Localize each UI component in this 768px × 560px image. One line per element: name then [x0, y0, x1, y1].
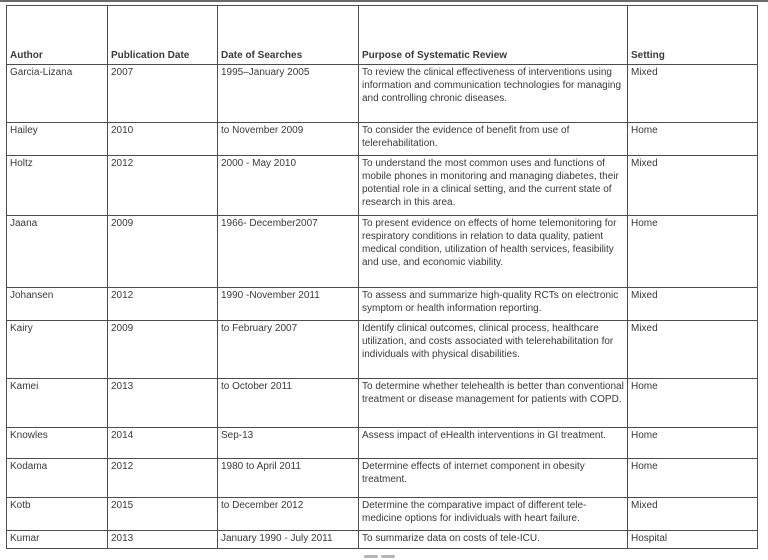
table-row: Hailey 2010 to November 2009 To consider th… — [6, 122, 758, 156]
cell-purpose: To summarize data on costs of tele-ICU. — [358, 530, 628, 549]
cell-setting: Mixed — [627, 155, 758, 216]
cell-purpose: To present evidence on effects of home t… — [358, 215, 628, 288]
cell-setting: Mixed — [627, 320, 758, 379]
cell-author: Knowles — [6, 427, 108, 459]
cell-publication-date: 2009 — [107, 215, 218, 288]
column-header-publication-date: Publication Date — [107, 5, 218, 65]
cell-purpose: To assess and summarize high-quality RCT… — [358, 287, 628, 321]
header-row: Author Publication Date Date of Searches… — [6, 5, 758, 65]
cell-author: Kamei — [6, 378, 108, 428]
cell-date-of-searches: 1980 to April 2011 — [217, 458, 359, 498]
cell-publication-date: 2013 — [107, 530, 218, 549]
table-row: Kumar 2013 January 1990 - July 2011 To summ… — [6, 530, 758, 549]
table-row: Kotb 2015 to December 2012 Determine the co… — [6, 497, 758, 531]
cell-date-of-searches: Sep-13 — [217, 427, 359, 459]
cell-publication-date: 2012 — [107, 458, 218, 498]
cell-author: Garcia-Lizana — [6, 64, 108, 123]
cell-date-of-searches: to December 2012 — [217, 497, 359, 531]
cell-purpose: To consider the evidence of benefit from… — [358, 122, 628, 156]
cell-date-of-searches: 1990 -November 2011 — [217, 287, 359, 321]
table-row: Kairy 2009 to February 2007 Identify clinic… — [6, 320, 758, 379]
cell-author: Kairy — [6, 320, 108, 379]
cell-purpose: Identify clinical outcomes, clinical pro… — [358, 320, 628, 379]
cell-publication-date: 2010 — [107, 122, 218, 156]
cell-setting: Home — [627, 378, 758, 428]
cell-purpose: To understand the most common uses and f… — [358, 155, 628, 216]
cell-author: Kodama — [6, 458, 108, 498]
cell-setting: Home — [627, 427, 758, 459]
cell-publication-date: 2012 — [107, 287, 218, 321]
cell-purpose: Assess impact of eHealth interventions i… — [358, 427, 628, 459]
cell-publication-date: 2013 — [107, 378, 218, 428]
table-row: Johansen 2012 1990 -November 2011 To assess… — [6, 287, 758, 321]
page-top-rule — [0, 0, 768, 2]
cell-date-of-searches: January 1990 - July 2011 — [217, 530, 359, 549]
table-body: Garcia-Lizana 2007 1995–January 2005 To rev… — [6, 64, 758, 549]
cell-date-of-searches: to February 2007 — [217, 320, 359, 379]
column-header-setting: Setting — [627, 5, 758, 65]
cell-purpose: Determine the comparative impact of diff… — [358, 497, 628, 531]
cell-author: Johansen — [6, 287, 108, 321]
cell-publication-date: 2015 — [107, 497, 218, 531]
cell-author: Kumar — [6, 530, 108, 549]
cell-publication-date: 2014 — [107, 427, 218, 459]
cell-setting: Mixed — [627, 497, 758, 531]
table-row: Kamei 2013 to October 2011 To determine whe… — [6, 378, 758, 428]
cell-setting: Home — [627, 215, 758, 288]
cell-purpose: Determine effects of internet component … — [358, 458, 628, 498]
column-header-date-of-searches: Date of Searches — [217, 5, 359, 65]
cell-publication-date: 2012 — [107, 155, 218, 216]
column-header-purpose: Purpose of Systematic Review — [358, 5, 628, 65]
cell-author: Jaana — [6, 215, 108, 288]
table-row: Holtz 2012 2000 - May 2010 To understand th… — [6, 155, 758, 216]
cell-date-of-searches: 2000 - May 2010 — [217, 155, 359, 216]
table-row: Knowles 2014 Sep-13 Assess impact of eHealt… — [6, 427, 758, 459]
cropped-text-fragment — [364, 555, 378, 558]
column-header-author: Author — [6, 5, 108, 65]
cell-setting: Home — [627, 458, 758, 498]
table-header: Author Publication Date Date of Searches… — [6, 5, 758, 65]
cell-publication-date: 2009 — [107, 320, 218, 379]
systematic-reviews-table: Author Publication Date Date of Searches… — [6, 5, 758, 549]
cropped-text-fragment — [381, 555, 395, 558]
cell-author: Kotb — [6, 497, 108, 531]
cell-purpose: To review the clinical effectiveness of … — [358, 64, 628, 123]
cell-date-of-searches: to November 2009 — [217, 122, 359, 156]
cell-publication-date: 2007 — [107, 64, 218, 123]
cell-author: Holtz — [6, 155, 108, 216]
cell-setting: Home — [627, 122, 758, 156]
cell-date-of-searches: 1966- December2007 — [217, 215, 359, 288]
table-row: Kodama 2012 1980 to April 2011 Determine ef… — [6, 458, 758, 498]
cell-setting: Hospital — [627, 530, 758, 549]
cell-author: Hailey — [6, 122, 108, 156]
cell-purpose: To determine whether telehealth is bette… — [358, 378, 628, 428]
cell-date-of-searches: to October 2011 — [217, 378, 359, 428]
cell-setting: Mixed — [627, 64, 758, 123]
table-row: Garcia-Lizana 2007 1995–January 2005 To rev… — [6, 64, 758, 123]
cell-date-of-searches: 1995–January 2005 — [217, 64, 359, 123]
table-row: Jaana 2009 1966- December2007 To present ev… — [6, 215, 758, 288]
cell-setting: Mixed — [627, 287, 758, 321]
